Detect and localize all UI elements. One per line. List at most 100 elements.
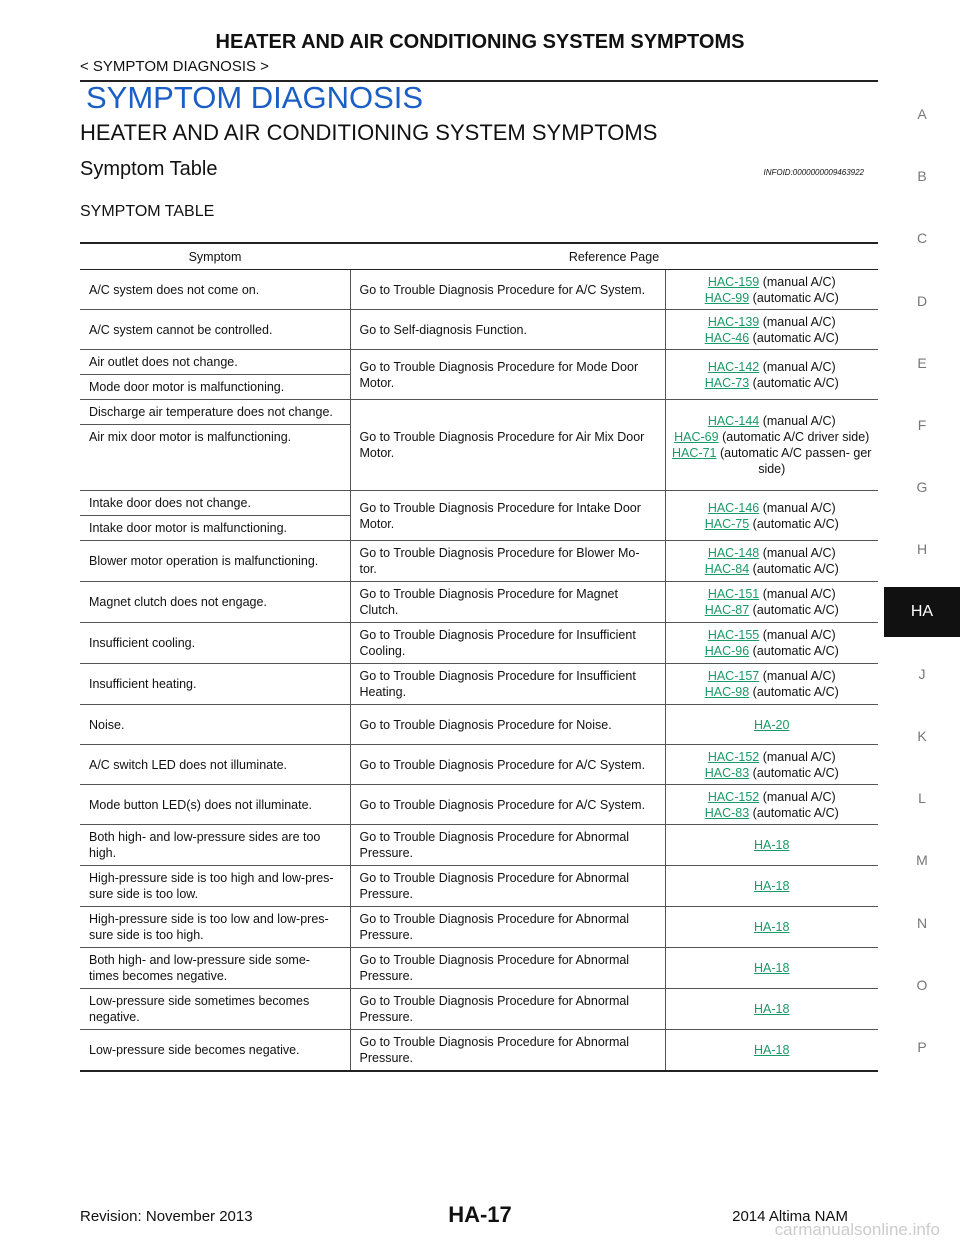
reference: HAC-139 (manual A/C) HAC-46 (automatic A/…: [664, 309, 878, 350]
reference-link[interactable]: HAC-69: [674, 430, 719, 444]
procedure: Go to Trouble Diagnosis Procedure for Ab…: [349, 988, 665, 1030]
reference-note: (automatic A/C): [752, 330, 839, 345]
table-row: Mode door motor is malfunctioning.: [80, 374, 878, 400]
reference-link[interactable]: HA-20: [754, 717, 790, 732]
reference-link[interactable]: HAC-159: [707, 274, 760, 289]
reference: HAC-155 (manual A/C) HAC-96 (automatic A/…: [664, 622, 878, 664]
side-tab[interactable]: A: [917, 106, 927, 122]
reference-link[interactable]: HAC-98: [704, 685, 750, 699]
symptom: Intake door does not change.: [80, 490, 350, 516]
reference-link[interactable]: HA-18: [754, 1002, 790, 1016]
side-tab[interactable]: C: [916, 230, 928, 247]
symptom: Air outlet does not change.: [80, 349, 350, 375]
symptom: Mode button LED(s) does not illuminate.: [80, 784, 350, 825]
symptom: Magnet clutch does not engage.: [80, 581, 350, 623]
reference-link[interactable]: HAC-83: [704, 805, 750, 820]
reference: HAC-152 (manual A/C) HAC-83 (automatic A/…: [664, 784, 878, 825]
table-row: Insufficient heating. Go to Trouble Diagn…: [80, 663, 878, 705]
reference-link[interactable]: HA-18: [754, 920, 790, 934]
reference-line: HAC-144 (manual A/C): [670, 413, 875, 429]
side-tab[interactable]: E: [917, 354, 927, 371]
reference-link[interactable]: HAC-83: [704, 765, 750, 780]
table-row: Magnet clutch does not engage. Go to Trou…: [80, 581, 878, 623]
side-tab[interactable]: K: [917, 728, 927, 744]
procedure: Go to Trouble Diagnosis Procedure for In…: [349, 490, 665, 541]
side-tab[interactable]: F: [917, 417, 927, 433]
symptom: A/C system does not come on.: [80, 269, 350, 310]
side-tab[interactable]: P: [917, 1039, 927, 1055]
section-title: SYMPTOM DIAGNOSIS: [86, 80, 424, 115]
reference-link[interactable]: HAC-75: [704, 516, 750, 531]
reference-line: HA-18: [670, 1042, 875, 1058]
procedure: Go to Trouble Diagnosis Procedure for Ai…: [349, 399, 665, 491]
reference: HAC-142 (manual A/C) HAC-73 (automatic A/…: [664, 349, 878, 400]
procedure: Go to Self-diagnosis Function.: [349, 309, 665, 350]
reference-note: (manual A/C): [762, 414, 836, 428]
side-tab[interactable]: HA: [884, 586, 960, 637]
side-tab[interactable]: H: [916, 541, 928, 558]
reference-link[interactable]: HAC-144: [707, 414, 760, 428]
reference-link[interactable]: HAC-87: [704, 603, 750, 617]
reference-note: (manual A/C): [762, 669, 836, 683]
side-tab[interactable]: N: [916, 914, 928, 931]
symptom: Low-pressure side becomes negative.: [80, 1029, 350, 1072]
reference-line: HAC-157 (manual A/C): [670, 668, 875, 684]
reference: HAC-159 (manual A/C) HAC-99 (automatic A/…: [664, 269, 878, 310]
reference-line: HA-18: [670, 1001, 875, 1017]
header-row: Symptom Reference Page: [80, 242, 878, 270]
reference-link[interactable]: HAC-139: [707, 314, 760, 329]
rule: [80, 80, 878, 82]
symptom: Noise.: [80, 704, 350, 745]
symptom: Mode door motor is malfunctioning.: [80, 374, 350, 400]
reference: HAC-151 (manual A/C) HAC-87 (automatic A/…: [664, 581, 878, 623]
reference-note: (automatic A/C): [752, 603, 839, 617]
reference-link[interactable]: HA-18: [754, 1043, 790, 1057]
procedure: Go to Trouble Diagnosis Procedure for A/…: [349, 269, 665, 310]
reference-link[interactable]: HA-18: [754, 961, 790, 975]
reference-link[interactable]: HAC-152: [707, 749, 760, 764]
symptom: A/C switch LED does not illuminate.: [80, 744, 350, 785]
procedure: Go to Trouble Diagnosis Procedure for Bl…: [349, 540, 665, 582]
reference-link[interactable]: HAC-96: [704, 644, 750, 658]
reference-link[interactable]: HAC-46: [704, 330, 750, 345]
table-row: Noise. Go to Trouble Diagnosis Procedure …: [80, 704, 878, 745]
reference-link[interactable]: HAC-142: [707, 359, 760, 374]
reference-note: (manual A/C): [762, 546, 836, 560]
reference-link[interactable]: HAC-157: [707, 669, 760, 683]
watermark: carmanualsonline.info: [774, 1220, 940, 1239]
symptom: Insufficient cooling.: [80, 622, 350, 664]
reference-line: HAC-152 (manual A/C): [670, 749, 875, 765]
side-tab[interactable]: J: [918, 665, 926, 682]
reference-link[interactable]: HAC-99: [704, 290, 750, 305]
reference-link[interactable]: HAC-148: [707, 546, 760, 560]
reference-link[interactable]: HAC-155: [707, 628, 760, 642]
side-tab[interactable]: M: [916, 852, 928, 869]
table-row: High-pressure side is too low and low-pr…: [80, 906, 878, 948]
procedure: Go to Trouble Diagnosis Procedure for Ab…: [349, 947, 665, 989]
reference-link[interactable]: HAC-84: [704, 562, 750, 576]
procedure: Go to Trouble Diagnosis Procedure for A/…: [349, 784, 665, 825]
reference-link[interactable]: HA-18: [754, 879, 790, 893]
side-tab[interactable]: G: [916, 479, 928, 496]
reference-note: (manual A/C): [762, 749, 836, 764]
reference-link[interactable]: HAC-151: [707, 587, 760, 601]
symptom-table: Symptom Reference Page A/C system does n…: [80, 242, 878, 1072]
reference-note: (automatic A/C): [752, 685, 839, 699]
reference-link[interactable]: HA-18: [754, 838, 790, 852]
section-heading: Symptom Table: [80, 158, 218, 180]
side-tab[interactable]: L: [918, 790, 926, 807]
side-tab[interactable]: B: [917, 168, 927, 185]
reference-link[interactable]: HAC-152: [707, 789, 760, 804]
reference-line: HA-20: [670, 717, 875, 733]
side-tab[interactable]: D: [916, 292, 928, 309]
symptom: Low-pressure side sometimes becomes nega…: [80, 988, 350, 1030]
reference-line: HAC-87 (automatic A/C): [670, 602, 875, 618]
reference-link[interactable]: HAC-71: [672, 446, 717, 460]
reference-link[interactable]: HAC-73: [704, 375, 750, 390]
reference-line: HAC-46 (automatic A/C): [670, 330, 875, 346]
reference: HA-18: [664, 947, 878, 989]
reference-link[interactable]: HAC-146: [707, 500, 760, 515]
reference-note: (automatic A/C): [752, 765, 839, 780]
side-tab[interactable]: O: [916, 976, 928, 993]
reference-note: (automatic A/C): [752, 290, 839, 305]
